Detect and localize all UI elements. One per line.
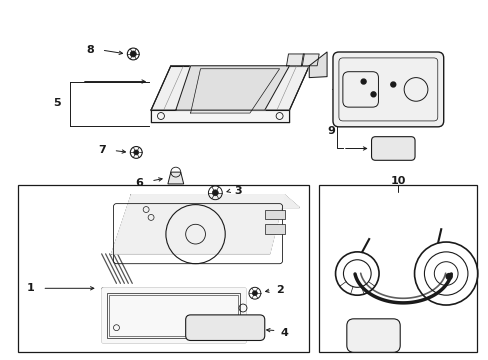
FancyBboxPatch shape bbox=[346, 319, 399, 352]
Text: 2: 2 bbox=[275, 285, 283, 295]
Circle shape bbox=[390, 82, 395, 87]
Polygon shape bbox=[131, 195, 299, 208]
Circle shape bbox=[361, 79, 366, 84]
Bar bbox=[106, 293, 240, 338]
FancyBboxPatch shape bbox=[371, 137, 414, 160]
Circle shape bbox=[370, 92, 375, 97]
FancyBboxPatch shape bbox=[332, 52, 443, 127]
Polygon shape bbox=[151, 66, 308, 110]
Bar bbox=[319, 185, 476, 352]
FancyBboxPatch shape bbox=[185, 315, 264, 341]
Text: 7: 7 bbox=[98, 145, 105, 156]
Polygon shape bbox=[167, 172, 183, 184]
Bar bbox=[264, 210, 284, 219]
Circle shape bbox=[252, 291, 257, 296]
Text: 6: 6 bbox=[135, 178, 143, 188]
Text: 3: 3 bbox=[234, 186, 242, 196]
Polygon shape bbox=[102, 288, 244, 342]
Polygon shape bbox=[301, 54, 319, 66]
Circle shape bbox=[212, 190, 218, 196]
Polygon shape bbox=[286, 54, 304, 66]
Text: 9: 9 bbox=[326, 126, 334, 136]
Text: 10: 10 bbox=[390, 176, 405, 186]
Text: 5: 5 bbox=[53, 98, 61, 108]
Polygon shape bbox=[308, 52, 326, 78]
Text: 8: 8 bbox=[86, 45, 94, 55]
Polygon shape bbox=[151, 110, 289, 122]
Bar bbox=[18, 185, 308, 352]
Text: 4: 4 bbox=[280, 328, 288, 338]
Bar bbox=[108, 295, 238, 336]
Text: 1: 1 bbox=[26, 283, 34, 293]
Polygon shape bbox=[175, 66, 289, 110]
Circle shape bbox=[445, 274, 451, 279]
Bar bbox=[264, 224, 284, 234]
Circle shape bbox=[130, 51, 136, 57]
Polygon shape bbox=[111, 195, 284, 254]
Circle shape bbox=[134, 150, 139, 155]
